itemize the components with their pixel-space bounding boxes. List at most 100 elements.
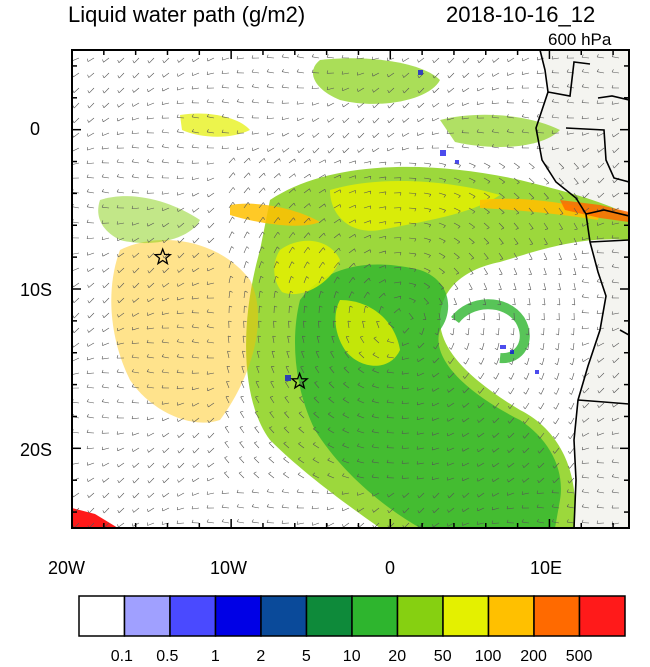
wind-barb <box>102 191 110 194</box>
wind-barb-flag <box>221 99 224 102</box>
wind-barb <box>477 522 485 525</box>
wind-barb <box>303 173 310 179</box>
wind-barb-flag <box>597 404 600 408</box>
wind-barb-flag <box>501 212 505 215</box>
wind-barb <box>271 351 275 359</box>
wind-barb-flag <box>388 321 392 325</box>
wind-barb-flag <box>116 189 119 193</box>
wind-barb-flag <box>522 420 526 424</box>
wind-barb-flag <box>176 114 179 118</box>
wind-barb-flag <box>131 340 134 344</box>
wind-barb <box>73 282 80 288</box>
wind-barb-flag <box>612 375 615 379</box>
wind-barb-flag <box>207 209 210 213</box>
wind-barb <box>177 327 185 329</box>
wind-barb-flag <box>289 305 293 308</box>
wind-barb-flag <box>596 294 599 298</box>
wind-barb <box>612 281 620 284</box>
colorbar-label: 0.5 <box>156 648 179 665</box>
wind-barb <box>558 162 565 169</box>
wind-barb-flag <box>72 315 75 319</box>
wind-barb <box>133 252 140 258</box>
wind-barb <box>298 428 305 434</box>
wind-barb <box>573 192 579 199</box>
wind-barb <box>388 102 395 109</box>
lat-label-10s: 10S <box>20 280 53 300</box>
wind-barb-flag <box>476 143 479 147</box>
wind-barb <box>417 117 425 123</box>
wind-barb-flag <box>582 223 584 227</box>
wind-barb <box>363 175 371 179</box>
wind-barb <box>207 57 215 62</box>
map-title: Liquid water path (g/m2) <box>68 2 306 27</box>
wind-barb <box>507 57 515 63</box>
wind-barb-flag <box>230 261 234 264</box>
wind-barb <box>117 401 125 404</box>
wind-barb-flag <box>551 98 554 102</box>
wind-barb <box>418 102 425 108</box>
wind-barb <box>148 237 155 243</box>
colorbar-label: 200 <box>520 648 547 665</box>
wind-barb <box>118 267 125 274</box>
wind-barb-flag <box>477 448 479 452</box>
wind-barb <box>313 132 320 138</box>
wind-barb <box>582 267 590 269</box>
wind-barb <box>567 491 575 494</box>
wind-barb-flag <box>117 90 120 94</box>
wind-barb <box>208 447 215 454</box>
wind-barb <box>528 222 534 229</box>
wind-barb-flag <box>611 445 614 449</box>
colorbar-swatch <box>169 595 217 637</box>
wind-barb <box>102 401 110 404</box>
wind-barb-flag <box>410 318 414 320</box>
wind-barb <box>597 117 605 121</box>
wind-barb-flag <box>507 479 509 483</box>
wind-barb <box>314 382 320 389</box>
wind-barb <box>177 402 185 406</box>
wind-barb <box>378 176 386 179</box>
wind-barb <box>388 132 395 138</box>
wind-barb-flag <box>569 377 573 380</box>
wind-barb-flag <box>324 218 326 222</box>
wind-barb-flag <box>266 69 269 72</box>
wind-barb <box>118 297 125 304</box>
wind-barb <box>273 158 280 164</box>
wind-barb <box>582 342 590 346</box>
wind-barb <box>258 217 264 224</box>
wind-barb-flag <box>491 114 494 118</box>
wind-barb-flag <box>251 503 254 507</box>
wind-barb <box>363 220 371 224</box>
wind-barb-flag <box>285 381 289 383</box>
wind-barb-flag <box>402 330 405 334</box>
wind-barb <box>448 387 455 393</box>
wind-barb-flag <box>87 284 89 288</box>
wind-barb <box>192 341 200 344</box>
wind-barb <box>88 327 95 333</box>
wind-barb <box>252 101 260 104</box>
wind-barb <box>448 507 455 513</box>
wind-barb <box>87 267 95 272</box>
wind-barb <box>447 102 455 107</box>
wind-barb-flag <box>479 347 483 350</box>
wind-barb-flag <box>545 197 549 200</box>
wind-barb <box>483 282 488 290</box>
wind-barb-flag <box>385 176 387 180</box>
wind-barb <box>303 217 310 224</box>
colorbar-label: 100 <box>474 648 502 665</box>
wind-barb <box>73 327 80 334</box>
wind-barb <box>239 442 245 449</box>
wind-barb <box>148 87 155 93</box>
wind-barb <box>524 417 530 424</box>
wind-barb <box>526 357 530 365</box>
wind-barb-flag <box>432 374 434 378</box>
wind-barb-flag <box>298 426 302 429</box>
wind-barb <box>132 222 140 226</box>
wind-barb <box>342 87 350 92</box>
wind-barb <box>208 207 215 214</box>
wind-barb <box>148 282 155 288</box>
wind-barb-flag <box>414 208 417 212</box>
wind-barb <box>496 357 500 365</box>
colorbar-swatch <box>260 595 308 637</box>
wind-barb-flag <box>492 464 494 468</box>
wind-barb <box>393 252 401 254</box>
